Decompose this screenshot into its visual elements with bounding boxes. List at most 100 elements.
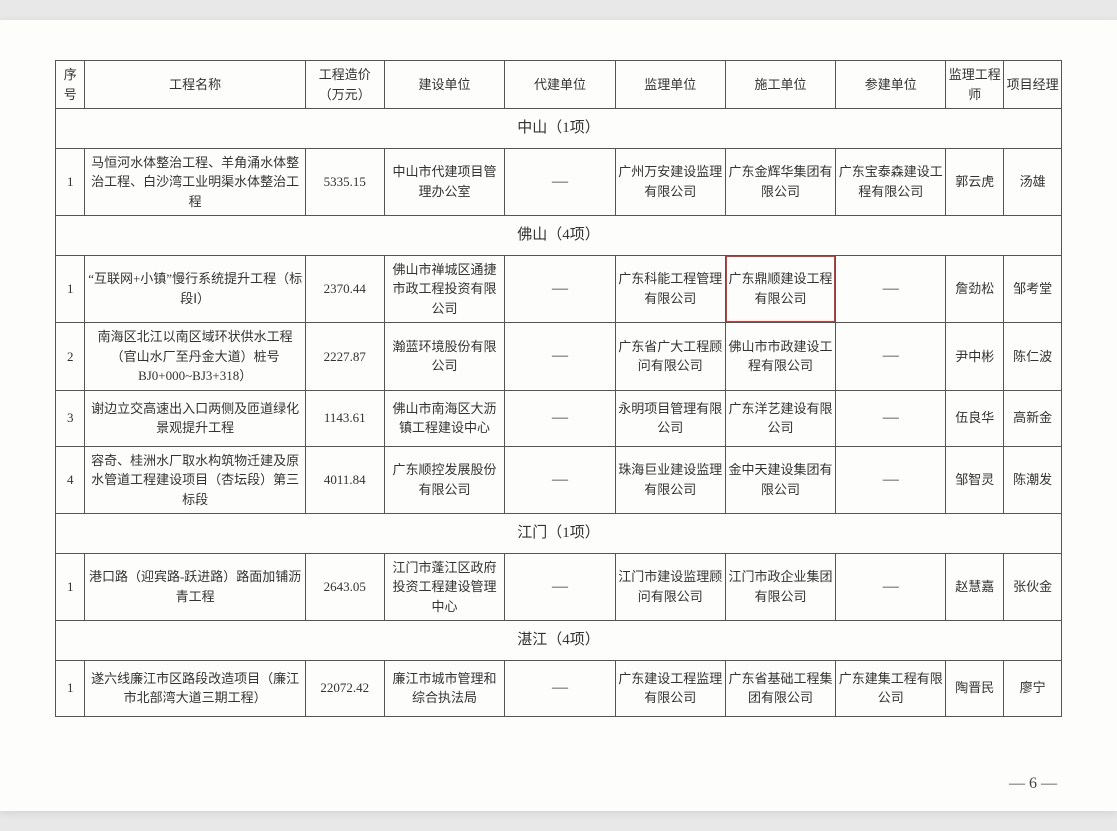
- section-header: 江门（1项）: [56, 514, 1062, 554]
- section-title: 中山（1项）: [56, 109, 1062, 149]
- cell-name: 马恒河水体整治工程、羊角涌水体整治工程、白沙湾工业明渠水体整治工程: [85, 148, 306, 216]
- cell-super-eng: 伍良华: [946, 390, 1004, 446]
- col-construct-unit: 建设单位: [384, 61, 505, 109]
- cell-pm: 汤雄: [1004, 148, 1062, 216]
- cell-partic-unit: 广东建集工程有限公司: [836, 660, 946, 716]
- cell-constructor-unit: 江门市政企业集团有限公司: [725, 553, 835, 621]
- cell-partic-unit: 广东宝泰森建设工程有限公司: [836, 148, 946, 216]
- cell-cost: 2370.44: [305, 255, 384, 323]
- section-header: 佛山（4项）: [56, 216, 1062, 256]
- cell-super-unit: 广东科能工程管理有限公司: [615, 255, 725, 323]
- cell-name: 南海区北江以南区域环状供水工程（官山水厂至丹金大道）桩号BJ0+000~BJ3+…: [85, 323, 306, 391]
- cell-name: 容奇、桂洲水厂取水构筑物迁建及原水管道工程建设项目（杏坛段）第三标段: [85, 446, 306, 514]
- section-title: 江门（1项）: [56, 514, 1062, 554]
- cell-constructor-unit: 广东金辉华集团有限公司: [725, 148, 835, 216]
- cell-super-unit: 珠海巨业建设监理有限公司: [615, 446, 725, 514]
- cell-partic-unit: —: [836, 255, 946, 323]
- cell-seq: 1: [56, 148, 85, 216]
- cell-proxy-unit: —: [505, 553, 615, 621]
- cell-seq: 3: [56, 390, 85, 446]
- cell-constructor-unit: 广东洋艺建设有限公司: [725, 390, 835, 446]
- cell-proxy-unit: —: [505, 323, 615, 391]
- table-row: 4容奇、桂洲水厂取水构筑物迁建及原水管道工程建设项目（杏坛段）第三标段4011.…: [56, 446, 1062, 514]
- cell-proxy-unit: —: [505, 255, 615, 323]
- document-page: 序号 工程名称 工程造价（万元） 建设单位 代建单位 监理单位 施工单位 参建单…: [0, 20, 1117, 811]
- cell-cost: 1143.61: [305, 390, 384, 446]
- cell-construct-unit: 江门市蓬江区政府投资工程建设管理中心: [384, 553, 505, 621]
- cell-proxy-unit: —: [505, 390, 615, 446]
- cell-partic-unit: —: [836, 390, 946, 446]
- section-header: 湛江（4项）: [56, 621, 1062, 661]
- cell-construct-unit: 中山市代建项目管理办公室: [384, 148, 505, 216]
- cell-pm: 高新金: [1004, 390, 1062, 446]
- cell-proxy-unit: —: [505, 446, 615, 514]
- cell-construct-unit: 廉江市城市管理和综合执法局: [384, 660, 505, 716]
- col-proxy-unit: 代建单位: [505, 61, 615, 109]
- cell-super-eng: 詹劲松: [946, 255, 1004, 323]
- cell-proxy-unit: —: [505, 660, 615, 716]
- table-row: 1“互联网+小镇”慢行系统提升工程（标段Ⅰ）2370.44佛山市禅城区通捷市政工…: [56, 255, 1062, 323]
- col-constructor-unit: 施工单位: [725, 61, 835, 109]
- cell-super-eng: 陶晋民: [946, 660, 1004, 716]
- cell-seq: 1: [56, 660, 85, 716]
- cell-seq: 1: [56, 255, 85, 323]
- projects-table: 序号 工程名称 工程造价（万元） 建设单位 代建单位 监理单位 施工单位 参建单…: [55, 60, 1062, 717]
- cell-name: “互联网+小镇”慢行系统提升工程（标段Ⅰ）: [85, 255, 306, 323]
- table-row: 1马恒河水体整治工程、羊角涌水体整治工程、白沙湾工业明渠水体整治工程5335.1…: [56, 148, 1062, 216]
- cell-construct-unit: 佛山市南海区大沥镇工程建设中心: [384, 390, 505, 446]
- table-row: 1港口路（迎宾路-跃进路）路面加铺沥青工程2643.05江门市蓬江区政府投资工程…: [56, 553, 1062, 621]
- col-seq: 序号: [56, 61, 85, 109]
- cell-constructor-unit: 广东鼎顺建设工程有限公司: [725, 255, 835, 323]
- cell-seq: 4: [56, 446, 85, 514]
- cell-super-unit: 广东省广大工程顾问有限公司: [615, 323, 725, 391]
- cell-proxy-unit: —: [505, 148, 615, 216]
- col-partic-unit: 参建单位: [836, 61, 946, 109]
- cell-cost: 22072.42: [305, 660, 384, 716]
- page-number: — 6 —: [1009, 775, 1057, 793]
- section-header: 中山（1项）: [56, 109, 1062, 149]
- table-header: 序号 工程名称 工程造价（万元） 建设单位 代建单位 监理单位 施工单位 参建单…: [56, 61, 1062, 109]
- cell-super-unit: 永明项目管理有限公司: [615, 390, 725, 446]
- cell-super-eng: 尹中彬: [946, 323, 1004, 391]
- table-row: 1遂六线廉江市区路段改造项目（廉江市北部湾大道三期工程）22072.42廉江市城…: [56, 660, 1062, 716]
- cell-cost: 2643.05: [305, 553, 384, 621]
- cell-super-eng: 郭云虎: [946, 148, 1004, 216]
- cell-construct-unit: 广东顺控发展股份有限公司: [384, 446, 505, 514]
- cell-super-unit: 广东建设工程监理有限公司: [615, 660, 725, 716]
- cell-pm: 陈仁波: [1004, 323, 1062, 391]
- cell-constructor-unit: 金中天建设集团有限公司: [725, 446, 835, 514]
- cell-name: 谢边立交高速出入口两侧及匝道绿化景观提升工程: [85, 390, 306, 446]
- table-body: 中山（1项）1马恒河水体整治工程、羊角涌水体整治工程、白沙湾工业明渠水体整治工程…: [56, 109, 1062, 717]
- cell-super-eng: 邹智灵: [946, 446, 1004, 514]
- cell-super-unit: 江门市建设监理顾问有限公司: [615, 553, 725, 621]
- cell-partic-unit: —: [836, 446, 946, 514]
- table-row: 2南海区北江以南区域环状供水工程（官山水厂至丹金大道）桩号BJ0+000~BJ3…: [56, 323, 1062, 391]
- col-pm: 项目经理: [1004, 61, 1062, 109]
- col-cost: 工程造价（万元）: [305, 61, 384, 109]
- cell-constructor-unit: 佛山市市政建设工程有限公司: [725, 323, 835, 391]
- cell-cost: 2227.87: [305, 323, 384, 391]
- table-row: 3谢边立交高速出入口两侧及匝道绿化景观提升工程1143.61佛山市南海区大沥镇工…: [56, 390, 1062, 446]
- section-title: 湛江（4项）: [56, 621, 1062, 661]
- col-name: 工程名称: [85, 61, 306, 109]
- cell-partic-unit: —: [836, 553, 946, 621]
- cell-pm: 邹考堂: [1004, 255, 1062, 323]
- cell-seq: 1: [56, 553, 85, 621]
- cell-cost: 5335.15: [305, 148, 384, 216]
- cell-super-eng: 赵慧嘉: [946, 553, 1004, 621]
- cell-pm: 陈潮发: [1004, 446, 1062, 514]
- cell-name: 港口路（迎宾路-跃进路）路面加铺沥青工程: [85, 553, 306, 621]
- col-super-unit: 监理单位: [615, 61, 725, 109]
- cell-cost: 4011.84: [305, 446, 384, 514]
- cell-pm: 张伙金: [1004, 553, 1062, 621]
- cell-constructor-unit: 广东省基础工程集团有限公司: [725, 660, 835, 716]
- col-super-eng: 监理工程师: [946, 61, 1004, 109]
- cell-pm: 廖宁: [1004, 660, 1062, 716]
- cell-construct-unit: 佛山市禅城区通捷市政工程投资有限公司: [384, 255, 505, 323]
- cell-partic-unit: —: [836, 323, 946, 391]
- cell-seq: 2: [56, 323, 85, 391]
- cell-name: 遂六线廉江市区路段改造项目（廉江市北部湾大道三期工程）: [85, 660, 306, 716]
- cell-super-unit: 广州万安建设监理有限公司: [615, 148, 725, 216]
- cell-construct-unit: 瀚蓝环境股份有限公司: [384, 323, 505, 391]
- section-title: 佛山（4项）: [56, 216, 1062, 256]
